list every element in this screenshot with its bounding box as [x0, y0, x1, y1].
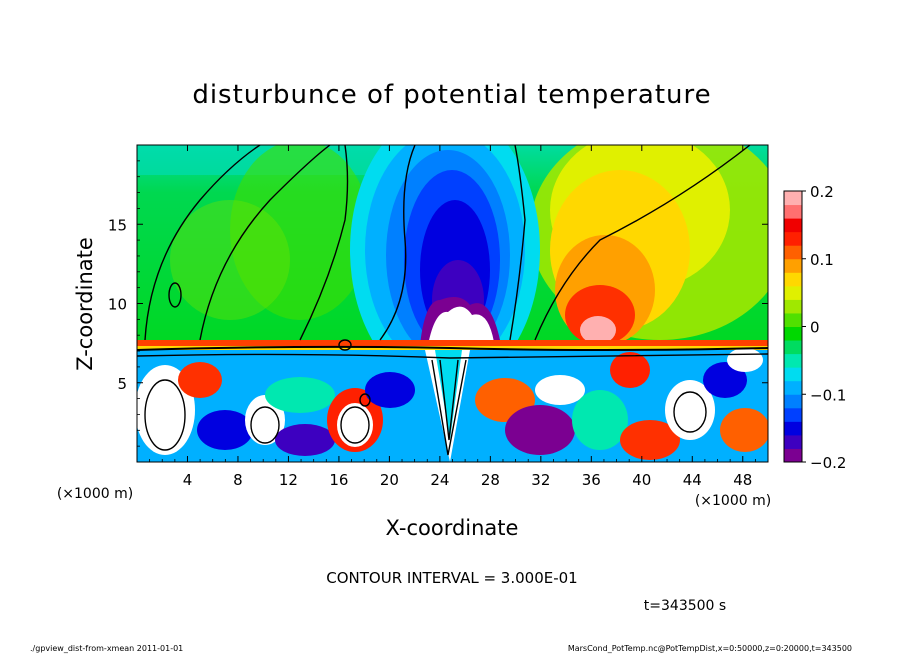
colorbar-swatch — [784, 245, 802, 260]
colorbar-swatch — [784, 258, 802, 273]
colorbar-swatch — [784, 299, 802, 314]
colorbar-swatch — [784, 367, 802, 382]
colorbar-tick-label: 0 — [810, 319, 820, 337]
footer-left: ./gpview_dist-from-xmean 2011-01-01 — [30, 644, 183, 653]
heatmap-field — [137, 145, 768, 462]
x-tick-label: 28 — [481, 471, 500, 489]
colorbar-swatch — [784, 407, 802, 422]
colorbar-swatch — [784, 380, 802, 395]
x-tick-label: 48 — [733, 471, 752, 489]
x-tick-label: 8 — [233, 471, 243, 489]
colorbar-swatch — [784, 421, 802, 436]
x-tick-label: 24 — [430, 471, 449, 489]
contour-interval-label: CONTOUR INTERVAL = 3.000E-01 — [326, 569, 577, 587]
y-unit-label: (×1000 m) — [57, 486, 133, 502]
colorbar-swatch — [784, 312, 802, 327]
colorbar-swatch — [784, 434, 802, 449]
x-tick-label: 36 — [582, 471, 601, 489]
x-axis-label: X-coordinate — [386, 516, 519, 540]
colorbar-tick-label: −0.2 — [810, 454, 846, 472]
x-tick-label: 44 — [683, 471, 702, 489]
colorbar-swatch — [784, 340, 802, 355]
time-label: t=343500 s — [644, 598, 726, 614]
colorbar-tick-label: 0.1 — [810, 251, 834, 269]
y-tick-label: 10 — [108, 296, 127, 314]
chart-title: disturbunce of potential temperature — [192, 80, 711, 110]
x-unit-label: (×1000 m) — [695, 493, 771, 509]
footer-right: MarsCond_PotTemp.nc@PotTempDist,x=0:5000… — [568, 644, 852, 653]
colorbar-tick-label: 0.2 — [810, 183, 834, 201]
colorbar-swatch — [784, 353, 802, 368]
y-tick-label: 15 — [108, 216, 127, 234]
y-tick-label: 5 — [117, 375, 127, 393]
x-tick-label: 16 — [329, 471, 348, 489]
colorbar: −0.2 −0.1 0 0.1 0.2 — [783, 183, 846, 472]
colorbar-swatch — [784, 218, 802, 233]
colorbar-tick-label: −0.1 — [810, 386, 846, 404]
x-tick-label: 40 — [632, 471, 651, 489]
colorbar-swatch — [784, 272, 802, 287]
colorbar-swatch — [784, 326, 802, 341]
colorbar-swatch — [784, 204, 802, 219]
colorbar-swatch — [784, 394, 802, 409]
colorbar-swatch — [784, 285, 802, 300]
colorbar-swatch — [784, 191, 802, 206]
contour-lines — [137, 145, 768, 456]
x-tick-label: 4 — [183, 471, 193, 489]
x-tick-label: 20 — [380, 471, 399, 489]
x-tick-label: 32 — [531, 471, 550, 489]
colorbar-swatch — [784, 231, 802, 246]
colorbar-swatch — [784, 448, 802, 463]
y-axis-label: Z-coordinate — [73, 237, 97, 371]
x-tick-label: 12 — [279, 471, 298, 489]
